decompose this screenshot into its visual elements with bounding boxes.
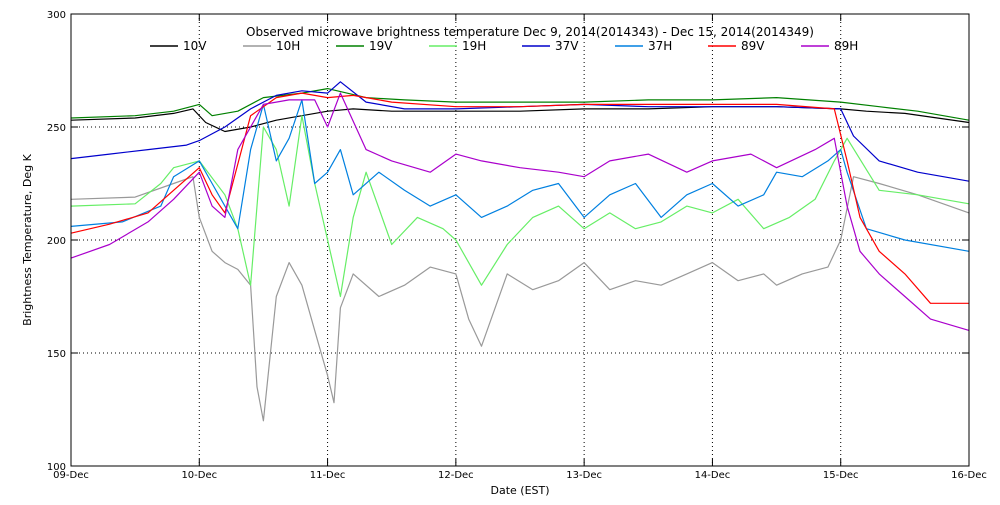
- x-tick-label: 09-Dec: [53, 470, 89, 481]
- x-tick-label: 14-Dec: [695, 470, 731, 481]
- series-line-19v: [70, 87, 970, 121]
- x-tick-label: 15-Dec: [823, 470, 859, 481]
- series-line-37v: [70, 81, 970, 182]
- legend-label-19h: 19H: [462, 39, 486, 53]
- y-axis-label: Brightness Temperature, Deg K: [21, 153, 34, 325]
- chart-title: Observed microwave brightness temperatur…: [246, 25, 814, 39]
- legend-label-19v: 19V: [369, 39, 393, 53]
- legend-label-10v: 10V: [183, 39, 207, 53]
- x-tick-label: 13-Dec: [566, 470, 602, 481]
- series-line-10h: [70, 176, 970, 422]
- series-line-89v: [70, 92, 969, 304]
- legend-label-37v: 37V: [555, 39, 579, 53]
- y-tick-label: 200: [47, 236, 66, 247]
- y-tick-label: 100: [47, 462, 66, 473]
- axis-layer: 100 150 200 250 300 09-Dec 10-Dec 11-Dec 12-Dec 1…: [47, 10, 987, 481]
- x-axis-label: Date (EST): [490, 484, 549, 497]
- series-layer: [70, 81, 970, 422]
- legend-label-10h: 10H: [276, 39, 300, 53]
- x-tick-label: 16-Dec: [951, 470, 987, 481]
- x-tick-label: 10-Dec: [181, 470, 217, 481]
- y-tick-label: 300: [47, 10, 66, 21]
- legend-label-89v: 89V: [741, 39, 765, 53]
- legend-label-37h: 37H: [648, 39, 672, 53]
- legend-label-89h: 89H: [834, 39, 858, 53]
- legend: 10V 10H 19V 19H 37V 37H 89V 89H: [150, 39, 858, 53]
- grid-layer: [71, 14, 969, 466]
- series-line-37h: [70, 99, 970, 252]
- x-tick-label: 11-Dec: [310, 470, 346, 481]
- y-tick-label: 150: [47, 349, 66, 360]
- series-line-19h: [70, 115, 970, 298]
- x-tick-label: 12-Dec: [438, 470, 474, 481]
- y-tick-label: 250: [47, 123, 66, 134]
- series-line-89h: [70, 92, 970, 331]
